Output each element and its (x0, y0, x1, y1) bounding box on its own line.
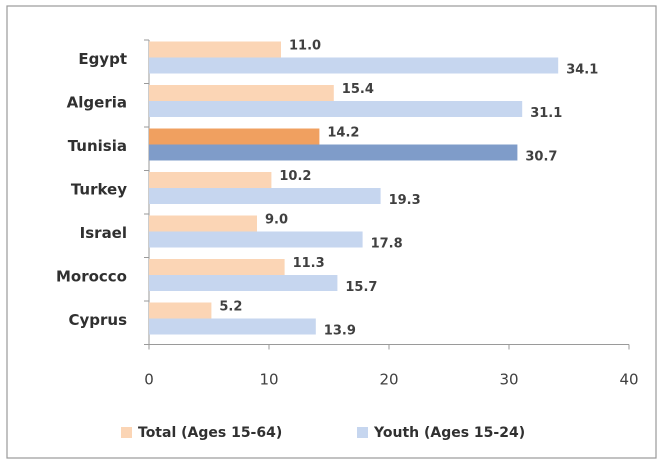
data-label-total-turkey: 10.2 (279, 169, 311, 184)
bar-total-cyprus (149, 302, 212, 319)
bar-youth-egypt (149, 57, 559, 74)
bar-youth-turkey (149, 188, 381, 204)
data-label-total-morocco: 11.3 (293, 256, 325, 271)
category-label-morocco: Morocco (56, 267, 127, 285)
data-label-total-egypt: 11.0 (289, 39, 321, 54)
bar-youth-tunisia (149, 144, 518, 161)
data-label-youth-morocco: 15.7 (345, 280, 377, 295)
bar-youth-israel (149, 231, 363, 248)
category-label-israel: Israel (80, 224, 127, 242)
legend-swatch-total (121, 427, 132, 438)
bar-youth-algeria (149, 101, 523, 117)
bar-total-algeria (149, 85, 334, 101)
legend-label-youth: Youth (Ages 15-24) (373, 425, 525, 441)
bar-total-turkey (149, 172, 272, 188)
x-tick-label: 30 (499, 371, 518, 389)
data-label-youth-turkey: 19.3 (389, 193, 421, 208)
data-label-total-cyprus: 5.2 (219, 300, 242, 315)
x-tick-label: 0 (144, 371, 154, 389)
data-label-total-algeria: 15.4 (342, 82, 374, 97)
bar-total-morocco (149, 259, 285, 275)
data-label-youth-tunisia: 30.7 (525, 150, 557, 165)
data-label-total-israel: 9.0 (265, 213, 288, 228)
bar-youth-morocco (149, 275, 338, 291)
data-label-youth-egypt: 34.1 (566, 63, 598, 78)
legend-label-total: Total (Ages 15-64) (138, 425, 282, 441)
data-label-youth-cyprus: 13.9 (324, 324, 356, 339)
bar-total-tunisia (149, 128, 320, 145)
bar-total-egypt (149, 41, 281, 58)
category-label-egypt: Egypt (78, 50, 127, 68)
category-label-cyprus: Cyprus (68, 311, 127, 329)
x-tick-label: 40 (619, 371, 638, 389)
data-label-youth-israel: 17.8 (371, 237, 403, 252)
x-tick-label: 20 (379, 371, 398, 389)
category-label-turkey: Turkey (71, 180, 127, 198)
bar-total-israel (149, 215, 257, 232)
category-label-algeria: Algeria (67, 93, 127, 111)
x-tick-label: 10 (259, 371, 278, 389)
bar-youth-cyprus (149, 318, 316, 335)
category-label-tunisia: Tunisia (68, 137, 127, 155)
data-label-youth-algeria: 31.1 (530, 106, 562, 121)
legend-swatch-youth (357, 427, 368, 438)
data-label-total-tunisia: 14.2 (327, 126, 359, 141)
